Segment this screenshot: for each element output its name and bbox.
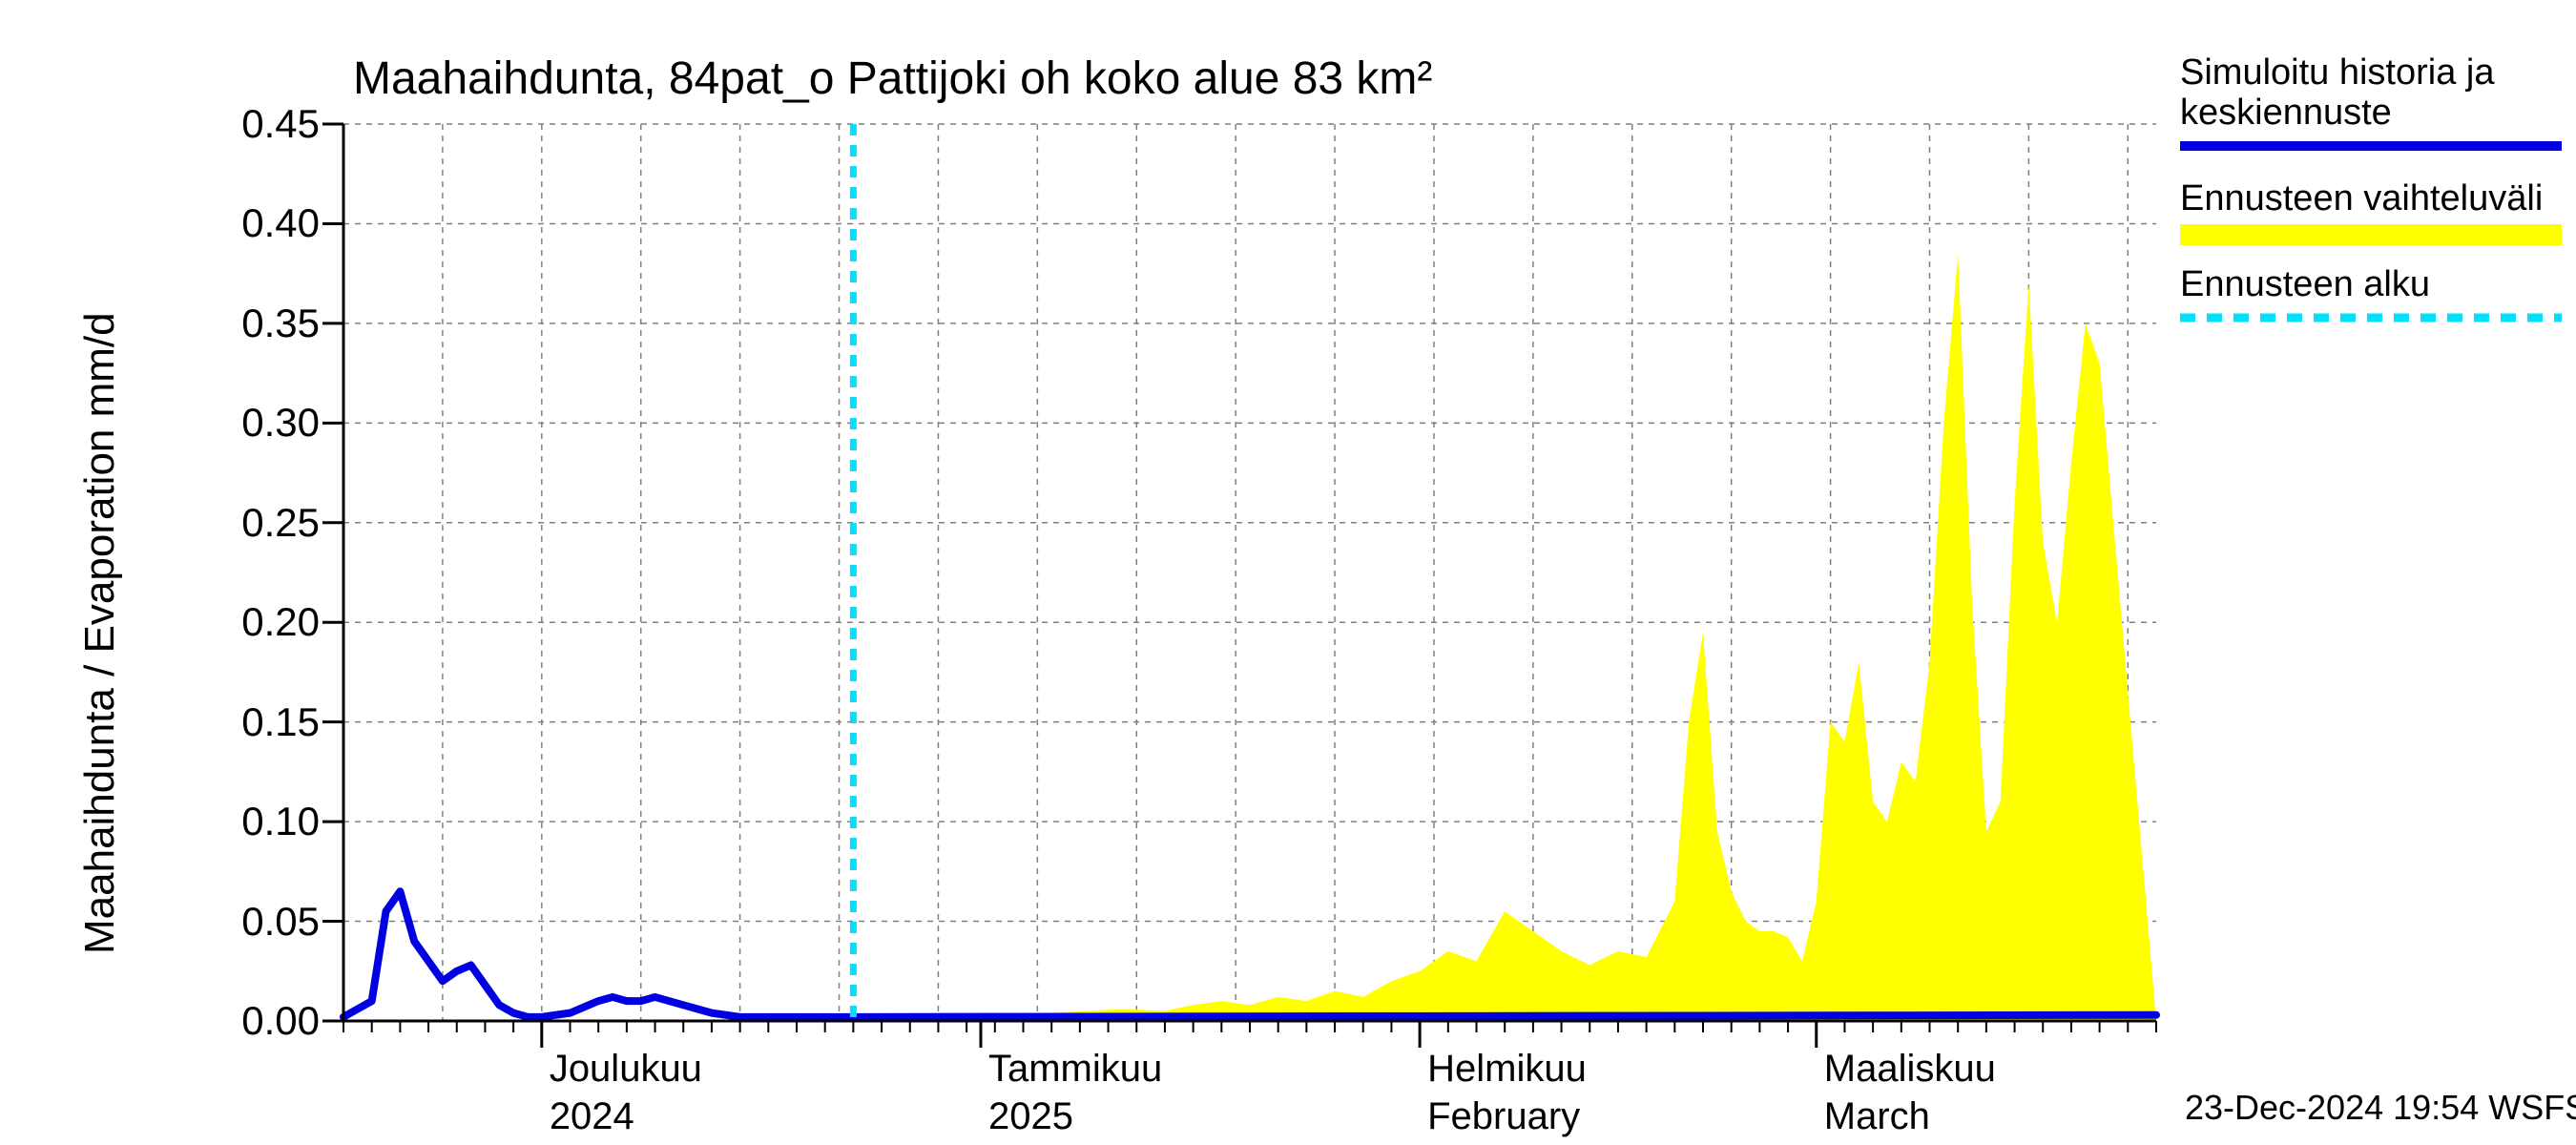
legend-label: Simuloitu historia ja [2180, 52, 2494, 94]
x-tick-label: Maaliskuu [1824, 1048, 1996, 1091]
y-tick-label: 0.30 [177, 400, 320, 446]
x-tick-sublabel: 2025 [988, 1095, 1073, 1138]
x-tick-label: Tammikuu [988, 1048, 1162, 1091]
x-tick-label: Helmikuu [1427, 1048, 1587, 1091]
legend-label: Ennusteen vaihteluväli [2180, 178, 2543, 219]
chart-title: Maahaihdunta, 84pat_o Pattijoki oh koko … [353, 52, 1432, 105]
y-tick-label: 0.05 [177, 899, 320, 945]
x-tick-label: Joulukuu [550, 1048, 702, 1091]
y-tick-label: 0.00 [177, 998, 320, 1044]
y-tick-label: 0.40 [177, 200, 320, 246]
y-tick-label: 0.35 [177, 301, 320, 346]
chart-svg [0, 0, 2576, 1145]
y-tick-label: 0.15 [177, 699, 320, 745]
y-tick-label: 0.25 [177, 500, 320, 546]
y-tick-label: 0.10 [177, 799, 320, 844]
legend-label: keskiennuste [2180, 93, 2392, 134]
footer-timestamp: 23-Dec-2024 19:54 WSFS-O [2185, 1088, 2576, 1128]
legend-label: Ennusteen alku [2180, 264, 2430, 305]
x-tick-sublabel: February [1427, 1095, 1580, 1138]
y-tick-label: 0.20 [177, 599, 320, 645]
x-tick-sublabel: 2024 [550, 1095, 634, 1138]
y-axis-label: Maahaihdunta / Evaporation mm/d [76, 312, 124, 954]
y-tick-label: 0.45 [177, 101, 320, 147]
x-tick-sublabel: March [1824, 1095, 1930, 1138]
